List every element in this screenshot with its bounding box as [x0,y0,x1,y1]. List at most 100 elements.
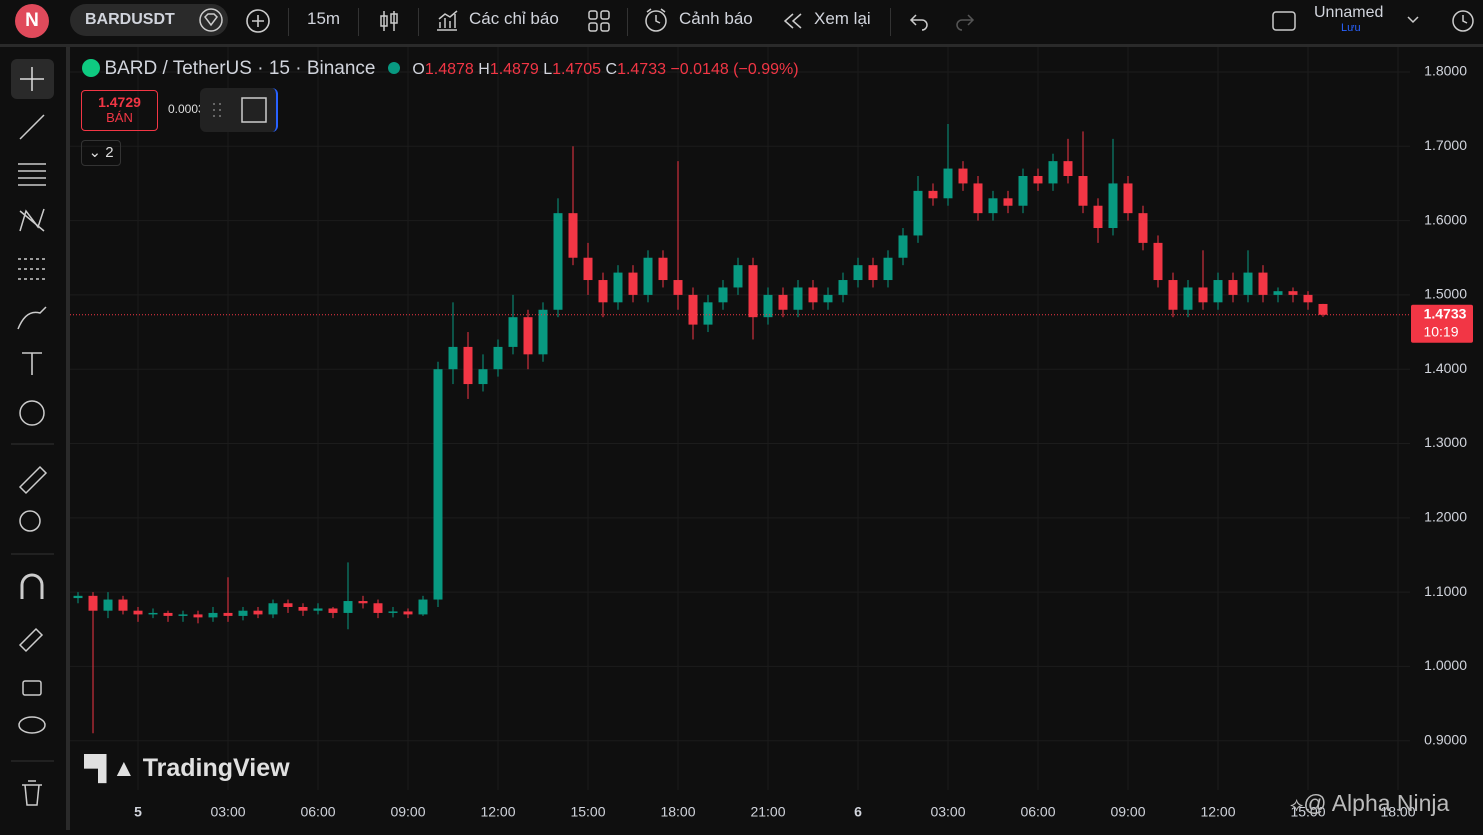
templates[interactable] [586,8,612,34]
candle-body [1213,280,1223,303]
emoji-tool[interactable] [19,400,45,426]
plot-bg [70,45,1410,790]
sell-label: BÁN [106,110,133,125]
sell-button[interactable]: 1.4729 BÁN [81,90,158,131]
layout-name[interactable]: Unnamed [1314,4,1384,21]
y-tick-label: 1.0000 [1424,657,1467,673]
candle-body [238,610,248,616]
candle-body [778,294,788,310]
candle-body [793,287,803,310]
candle-body [133,610,143,615]
symbol-search[interactable]: BARDUSDT [70,4,228,36]
text-tool[interactable] [22,352,42,375]
spread: 0.0003 [168,102,204,116]
countdown-label: 10:19 [1423,323,1458,339]
watermark-text: TradingView [142,754,290,782]
candle-body [898,235,908,258]
x-tick-label: 12:00 [1200,804,1235,820]
y-tick-label: 1.4000 [1424,360,1467,376]
zoom[interactable] [19,510,41,532]
x-tick-label: 06:00 [300,804,335,820]
trash[interactable] [22,780,42,806]
candle-body [118,599,128,611]
candle-body [268,603,278,615]
ruler[interactable] [18,465,48,495]
undo[interactable] [907,9,931,33]
candle-body [418,599,428,615]
candle-body [388,611,398,613]
lock[interactable] [22,680,42,696]
last-price-label: 1.4733 [1424,305,1467,321]
candle-body [193,614,203,618]
layout-icon[interactable] [1271,9,1297,33]
top-toolbar: N BARDUSDT 15m Các chỉ báo Cảnh báo Xem … [0,0,1483,47]
x-tick-label: 15:00 [570,804,605,820]
candle-body [208,612,218,618]
layout-menu[interactable] [1405,12,1421,28]
candle-body [88,595,98,611]
candle-body [568,213,578,258]
drawing-toolbar [0,47,70,830]
candle-body [223,612,233,616]
x-tick-label: 03:00 [210,804,245,820]
indicators[interactable]: Các chỉ báo [469,9,559,28]
candle-body [373,603,383,613]
candle-body [958,168,968,184]
candle-body [703,302,713,325]
candle-body [1048,161,1058,184]
diamond-icon [199,8,223,32]
pattern-tool[interactable] [19,208,45,232]
market-status [387,62,400,74]
candle-body [658,257,668,281]
y-tick-label: 1.8000 [1424,63,1467,79]
avatar[interactable]: N [15,4,49,38]
collapse-indicators[interactable]: ⌄ 2 [81,140,121,166]
forecast-tool[interactable] [18,258,46,280]
interval[interactable]: 15m [307,9,341,28]
l-value: 1.4705 [552,61,602,78]
candle-body [748,265,758,318]
chart-type[interactable] [376,8,402,34]
candle-body [1108,183,1118,229]
credit-icon: ⟡ [1290,794,1304,816]
candle-body [283,603,293,607]
alerts[interactable]: Cảnh báo [679,9,753,28]
candle-body [1168,280,1178,310]
y-tick-label: 1.3000 [1424,434,1467,450]
lock-drawing[interactable] [18,627,44,653]
candle-body [313,608,323,611]
candle-body [688,294,698,325]
trend-line[interactable] [19,114,45,140]
float-icons [213,97,267,123]
indicator-icon [437,10,458,31]
watermark: ▀▌▲ TradingView [84,754,290,783]
candle-body [973,183,983,214]
candle-body [178,614,188,616]
candle-body [643,257,653,295]
save[interactable]: Lưu [1341,22,1361,34]
brush-tool[interactable] [17,306,47,330]
drawing-float[interactable] [200,88,278,132]
candle-body [253,610,263,615]
add-symbol[interactable] [245,8,271,34]
quick-search[interactable] [1450,8,1476,34]
tv-logo: ▀▌▲ [84,755,136,782]
drawing-tools [11,59,54,806]
candle-body [1138,213,1148,243]
visibility[interactable] [18,716,46,734]
redo[interactable] [953,9,977,33]
candle-body [763,294,773,318]
h-value: 1.4879 [489,61,539,78]
c-label: C [605,61,618,78]
fib-tool[interactable] [18,163,46,186]
candle-body [1033,176,1043,184]
x-tick-label: 03:00 [930,804,965,820]
candle-body [823,294,833,303]
magnet[interactable] [20,573,44,599]
candle-body [448,346,458,370]
candle-body [1063,161,1073,177]
replay[interactable]: Xem lại [814,9,871,28]
candle-body [403,611,413,615]
symbol: BARDUSDT [85,11,175,28]
